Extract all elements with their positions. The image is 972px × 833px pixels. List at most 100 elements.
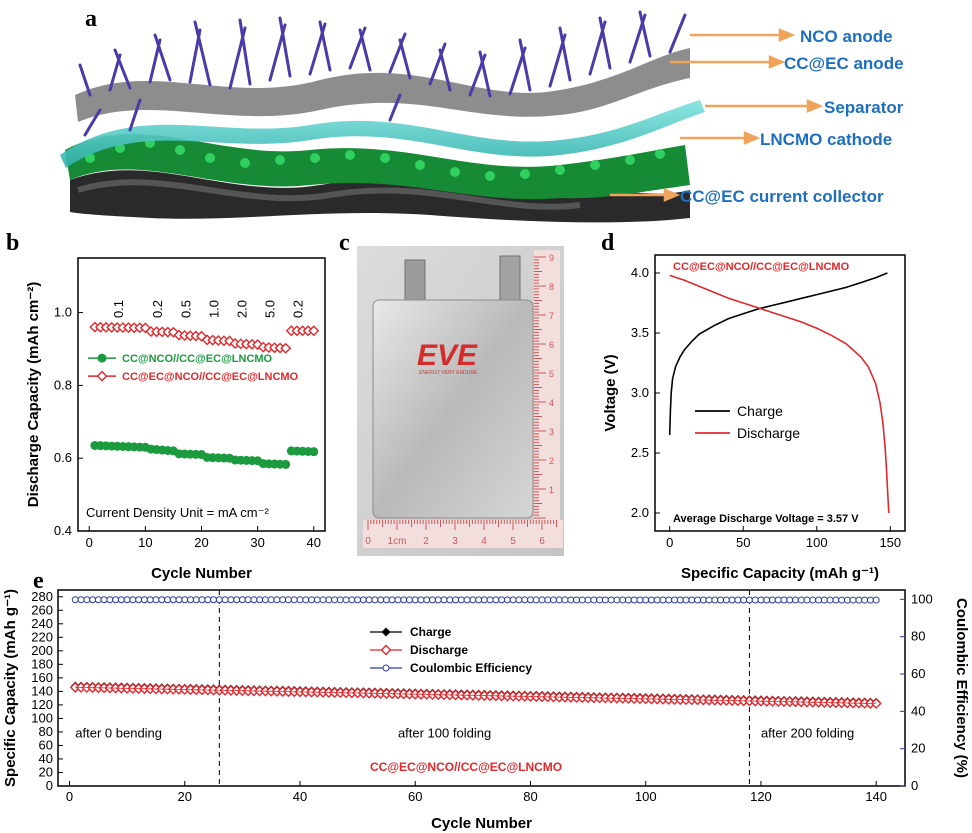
y-right-tick-label: 80 <box>911 629 925 644</box>
data-point <box>722 596 730 604</box>
label-nco-anode: NCO anode <box>800 27 893 46</box>
data-point <box>77 596 85 604</box>
ruler-v-label: 5 <box>549 369 554 379</box>
chart-e: 0 20 40 60 80 100 120 1400204060801001201401601… <box>2 589 970 832</box>
data-point <box>792 596 800 604</box>
data-point <box>417 596 425 604</box>
ruler-h-label: 6 <box>539 536 545 547</box>
data-point <box>411 596 419 604</box>
data-point <box>336 596 344 604</box>
label-separator: Separator <box>824 98 904 117</box>
data-point <box>601 596 609 604</box>
panel-a-letter: a <box>85 6 97 32</box>
y-tick-label: 3.5 <box>631 325 649 340</box>
data-point <box>607 596 615 604</box>
data-point <box>308 325 320 337</box>
y-tick-label: 280 <box>31 589 53 604</box>
y-tick-label: 0 <box>46 778 53 793</box>
data-point <box>509 596 517 604</box>
x-tick-label: 120 <box>750 789 772 804</box>
data-point <box>469 596 477 604</box>
y-tick-label: 140 <box>31 683 53 698</box>
panel-b-letter: b <box>6 230 20 256</box>
label-lncmo-cathode: LNCMO cathode <box>760 130 892 149</box>
nco-nanowires <box>78 10 687 137</box>
data-point <box>267 596 275 604</box>
y-tick-label: 1.0 <box>54 305 72 320</box>
data-point <box>815 596 823 604</box>
data-point <box>480 596 488 604</box>
data-point <box>457 596 465 604</box>
data-point <box>284 596 292 604</box>
pouch-cell <box>372 299 534 519</box>
y-tick-label: 100 <box>31 710 53 725</box>
data-point <box>117 596 125 604</box>
y-tick-label: 20 <box>39 764 53 779</box>
data-point <box>866 596 874 604</box>
x-tick-label: 0 <box>666 535 673 550</box>
data-point <box>187 596 195 604</box>
eve-logo-sub: ENERGY VERY ENDURE <box>419 370 478 376</box>
data-point <box>169 596 177 604</box>
ruler-h-label: 5 <box>510 536 516 547</box>
data-point <box>394 596 402 604</box>
data-point <box>250 596 258 604</box>
data-point <box>780 596 788 604</box>
data-point <box>181 596 189 604</box>
chart-title: CC@EC@NCO//CC@EC@LNCMO <box>370 760 562 774</box>
data-point <box>532 596 540 604</box>
y-tick-label: 180 <box>31 656 53 671</box>
x-tick-label: 40 <box>307 535 321 550</box>
rate-label: 0.5 <box>178 300 193 318</box>
data-point <box>296 596 304 604</box>
y-axis-title: Discharge Capacity (mAh cm⁻²) <box>25 282 42 507</box>
x-tick-label: 30 <box>250 535 264 550</box>
data-point <box>152 596 160 604</box>
legend-label: CC@EC@NCO//CC@EC@LNCMO <box>122 371 299 383</box>
series-line <box>75 686 877 704</box>
data-point <box>313 596 321 604</box>
data-point <box>112 596 120 604</box>
x-tick-label: 60 <box>408 789 422 804</box>
y-tick-label: 4.0 <box>631 265 649 280</box>
y-tick-label: 2.0 <box>631 505 649 520</box>
data-point <box>636 596 644 604</box>
data-point <box>175 596 183 604</box>
data-point <box>382 596 390 604</box>
y-axis-title: Specific Capacity (mAh g⁻¹) <box>2 589 19 787</box>
data-point <box>106 596 114 604</box>
data-point <box>774 596 782 604</box>
data-point <box>751 596 759 604</box>
data-point <box>158 596 166 604</box>
panel-d-letter: d <box>601 230 615 256</box>
data-point <box>613 596 621 604</box>
y-axis-title: Voltage (V) <box>602 354 619 431</box>
annotation: after 100 folding <box>398 726 491 741</box>
data-point <box>550 596 558 604</box>
data-point <box>71 596 79 604</box>
data-point <box>526 596 534 604</box>
data-point <box>140 596 148 604</box>
data-point <box>763 596 771 604</box>
data-point <box>359 596 367 604</box>
data-point <box>705 596 713 604</box>
series-line <box>669 274 890 514</box>
data-point <box>319 596 327 604</box>
data-point <box>809 596 817 604</box>
data-point <box>665 596 673 604</box>
rate-label: 0.1 <box>111 300 126 318</box>
y-tick-label: 3.0 <box>631 385 649 400</box>
panel-a: a <box>0 0 972 228</box>
y-right-tick-label: 100 <box>911 591 933 606</box>
chart-b: 0 10 20 30 40 0.4 0.6 0.8 1.0 Cycle Number Dischar… <box>25 257 326 582</box>
series-line <box>668 272 888 436</box>
y-tick-label: 120 <box>31 697 53 712</box>
y-tick-label: 60 <box>39 737 53 752</box>
ruler-v-label: 4 <box>549 398 554 408</box>
data-point <box>146 596 154 604</box>
rate-label: 0.2 <box>291 300 306 318</box>
data-point <box>745 596 753 604</box>
legend-marker <box>382 664 390 672</box>
legend-marker <box>380 644 392 656</box>
data-point <box>849 596 857 604</box>
